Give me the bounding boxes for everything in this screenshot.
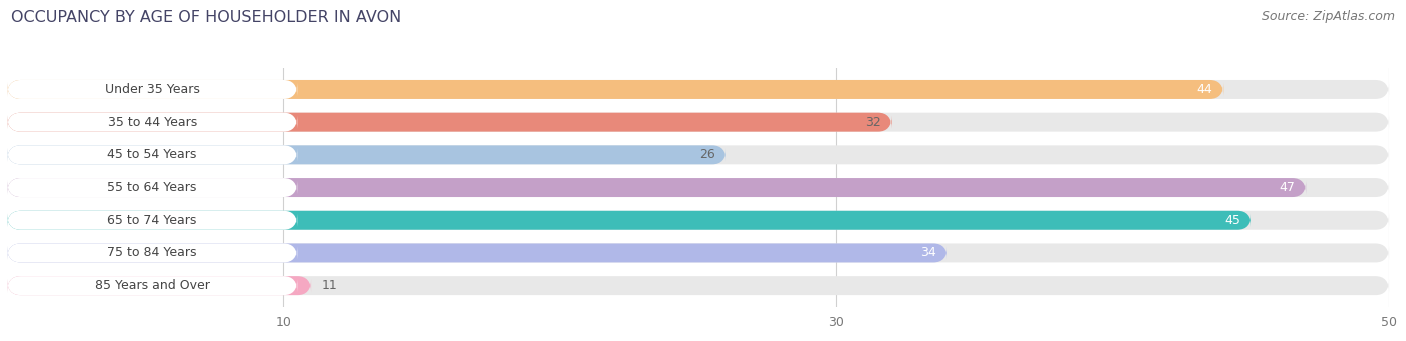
Text: 35 to 44 Years: 35 to 44 Years (107, 116, 197, 129)
FancyBboxPatch shape (7, 145, 297, 164)
Text: 75 to 84 Years: 75 to 84 Years (107, 247, 197, 260)
FancyBboxPatch shape (7, 178, 1306, 197)
Text: 34: 34 (920, 247, 936, 260)
FancyBboxPatch shape (7, 178, 1389, 197)
FancyBboxPatch shape (7, 178, 297, 197)
Text: 45 to 54 Years: 45 to 54 Years (107, 148, 197, 161)
Text: OCCUPANCY BY AGE OF HOUSEHOLDER IN AVON: OCCUPANCY BY AGE OF HOUSEHOLDER IN AVON (11, 10, 402, 25)
Text: 85 Years and Over: 85 Years and Over (94, 279, 209, 292)
Text: 47: 47 (1279, 181, 1295, 194)
FancyBboxPatch shape (7, 80, 1389, 99)
FancyBboxPatch shape (7, 211, 297, 230)
FancyBboxPatch shape (7, 145, 725, 164)
Text: 44: 44 (1197, 83, 1212, 96)
Text: 55 to 64 Years: 55 to 64 Years (107, 181, 197, 194)
FancyBboxPatch shape (7, 211, 1389, 230)
Text: 11: 11 (322, 279, 337, 292)
Text: Source: ZipAtlas.com: Source: ZipAtlas.com (1261, 10, 1395, 23)
FancyBboxPatch shape (7, 113, 891, 132)
Text: 32: 32 (865, 116, 880, 129)
FancyBboxPatch shape (7, 243, 297, 263)
FancyBboxPatch shape (7, 113, 1389, 132)
FancyBboxPatch shape (7, 243, 946, 263)
FancyBboxPatch shape (7, 80, 297, 99)
Text: Under 35 Years: Under 35 Years (104, 83, 200, 96)
FancyBboxPatch shape (7, 80, 1223, 99)
FancyBboxPatch shape (7, 145, 1389, 164)
FancyBboxPatch shape (7, 276, 311, 295)
FancyBboxPatch shape (7, 276, 1389, 295)
FancyBboxPatch shape (7, 243, 1389, 263)
FancyBboxPatch shape (7, 276, 297, 295)
FancyBboxPatch shape (7, 211, 1251, 230)
Text: 26: 26 (699, 148, 714, 161)
Text: 45: 45 (1225, 214, 1240, 227)
Text: 65 to 74 Years: 65 to 74 Years (107, 214, 197, 227)
FancyBboxPatch shape (7, 113, 297, 132)
